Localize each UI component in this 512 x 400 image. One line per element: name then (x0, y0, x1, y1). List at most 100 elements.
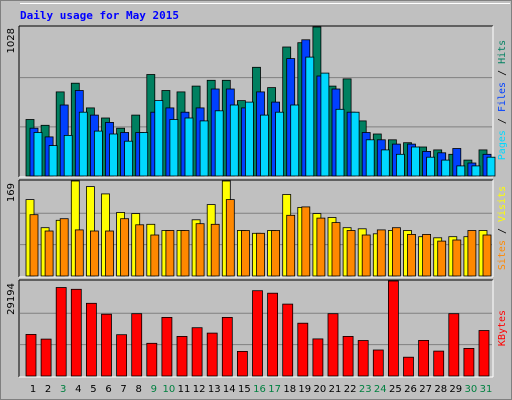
x-tick-label: 11 (178, 384, 191, 395)
bar-kbytes-day-8 (131, 313, 143, 377)
bar-sites-day-4 (74, 229, 84, 277)
x-tick-label: 24 (374, 384, 387, 395)
x-tick-label: 2 (45, 384, 51, 395)
top-edge (20, 3, 510, 4)
bar-pages-day-6 (109, 133, 118, 177)
bar-pages-day-19 (305, 56, 315, 177)
bar-pages-day-22 (350, 111, 360, 177)
x-tick-label: 27 (419, 384, 432, 395)
bar-sites-day-17 (271, 230, 281, 277)
x-tick-label: 3 (60, 384, 66, 395)
bar-sites-day-3 (59, 218, 69, 277)
x-tick-label: 28 (434, 384, 447, 395)
bar-pages-day-1 (33, 132, 43, 177)
x-tick-label: 29 (449, 384, 462, 395)
legend-part: / (497, 222, 508, 240)
x-tick-label: 21 (329, 384, 342, 395)
legend-part: Sites (497, 240, 508, 270)
bar-sites-day-5 (90, 230, 99, 277)
ymax-label: 1028 (6, 28, 17, 53)
bar-kbytes-day-27 (418, 339, 430, 377)
x-tick-label: 10 (163, 384, 176, 395)
bar-sites-day-31 (482, 234, 492, 277)
bar-pages-day-10 (169, 119, 179, 177)
x-tick-label: 13 (208, 384, 221, 395)
bar-sites-day-25 (391, 227, 401, 277)
bar-kbytes-day-3 (55, 287, 67, 377)
legend-part: KBytes (497, 310, 508, 346)
bar-kbytes-day-22 (342, 335, 354, 377)
legend-part: Hits (497, 40, 508, 64)
bar-sites-day-27 (422, 233, 432, 277)
x-tick-label: 30 (465, 384, 478, 395)
bar-sites-day-6 (105, 230, 114, 277)
bar-sites-day-23 (361, 234, 371, 277)
bar-sites-day-20 (316, 217, 326, 277)
x-tick-label: 25 (389, 384, 402, 395)
bar-kbytes-day-4 (70, 288, 82, 377)
bar-pages-day-13 (214, 110, 224, 177)
x-tick-label: 20 (314, 384, 327, 395)
bar-sites-day-8 (135, 224, 145, 277)
bar-kbytes-day-24 (372, 349, 384, 377)
bar-pages-day-29 (456, 165, 466, 177)
x-tick-label: 17 (268, 384, 281, 395)
bar-kbytes-day-26 (403, 356, 414, 377)
bar-kbytes-day-25 (387, 280, 399, 377)
bar-kbytes-day-1 (25, 333, 37, 377)
bar-pages-day-28 (441, 159, 451, 177)
x-tick-label: 23 (359, 384, 372, 395)
bar-sites-day-24 (376, 229, 386, 277)
x-tick-label: 19 (298, 384, 311, 395)
bar-kbytes-day-11 (176, 335, 188, 377)
x-tick-label: 16 (253, 384, 266, 395)
bar-sites-day-12 (195, 223, 205, 277)
bar-kbytes-day-29 (448, 313, 460, 377)
bar-sites-day-22 (346, 230, 356, 277)
bar-pages-day-17 (275, 111, 285, 177)
x-tick-label: 7 (120, 384, 126, 395)
bar-pages-day-20 (320, 72, 330, 177)
bar-kbytes-day-5 (86, 302, 97, 377)
bar-pages-day-25 (395, 153, 405, 177)
bar-pages-day-24 (380, 149, 390, 177)
bar-sites-day-28 (437, 240, 447, 277)
bar-sites-day-29 (452, 239, 462, 277)
bar-kbytes-day-15 (236, 350, 248, 377)
bar-sites-day-11 (180, 230, 190, 277)
bar-pages-day-8 (139, 132, 149, 177)
bar-sites-day-18 (286, 214, 296, 277)
x-tick-label: 4 (75, 384, 81, 395)
bar-pages-day-12 (199, 120, 209, 177)
bar-kbytes-day-6 (101, 313, 112, 377)
bar-pages-day-23 (365, 139, 375, 177)
bar-pages-day-15 (244, 101, 254, 177)
bar-sites-day-7 (120, 218, 129, 277)
legend-label: Pages / Files / Hits (497, 40, 508, 160)
x-tick-label: 22 (344, 384, 357, 395)
x-tick-label: 6 (105, 384, 111, 395)
legend-part: Files (497, 82, 508, 112)
bar-kbytes-day-30 (463, 347, 475, 377)
x-tick-label: 9 (151, 384, 157, 395)
bar-pages-day-7 (124, 140, 133, 177)
bar-kbytes-day-14 (221, 316, 233, 377)
chart-title: Daily usage for May 2015 (20, 9, 179, 22)
legend-part: Visits (497, 186, 508, 222)
bar-kbytes-day-20 (312, 338, 324, 377)
bar-kbytes-day-31 (478, 330, 490, 377)
bar-pages-day-31 (486, 156, 496, 177)
x-tick-label: 1 (30, 384, 36, 395)
bar-kbytes-day-12 (191, 327, 203, 377)
bar-kbytes-day-9 (146, 342, 158, 377)
x-tick-label: 12 (193, 384, 206, 395)
x-tick-label: 31 (480, 384, 493, 395)
bar-kbytes-day-16 (252, 290, 263, 377)
bar-pages-day-27 (426, 156, 436, 177)
bar-pages-day-11 (184, 117, 194, 177)
ymax-label: 169 (6, 183, 17, 202)
bar-kbytes-day-13 (206, 332, 218, 377)
bar-sites-day-15 (240, 230, 250, 277)
x-tick-label: 8 (136, 384, 142, 395)
